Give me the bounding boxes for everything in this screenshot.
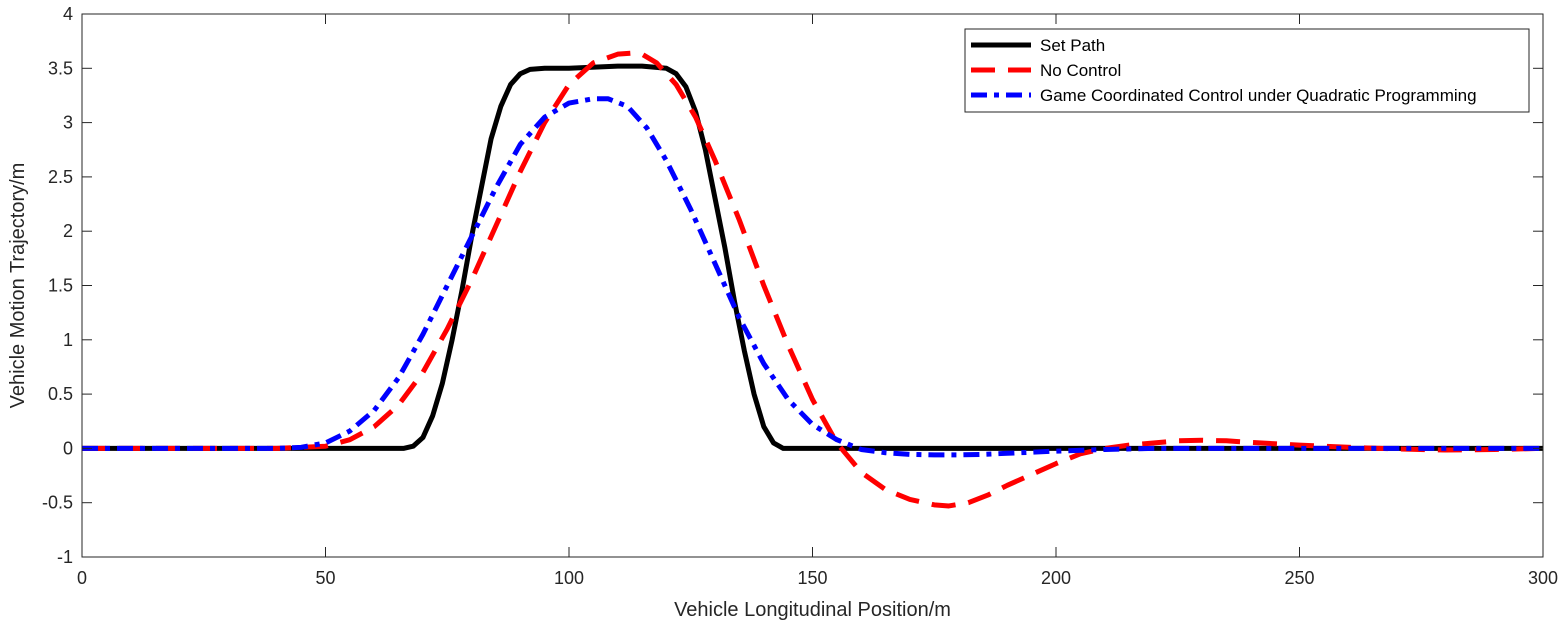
y-tick-label: 0	[63, 438, 73, 458]
y-tick-label: 0.5	[48, 384, 73, 404]
y-tick-label: 2.5	[48, 167, 73, 187]
y-tick-label: 4	[63, 4, 73, 24]
series-line-3	[82, 96, 1543, 458]
x-tick-label: 200	[1041, 568, 1071, 588]
y-tick-label: 1	[63, 330, 73, 350]
y-tick-label: 2	[63, 221, 73, 241]
x-tick-label: 50	[315, 568, 335, 588]
legend-box	[964, 28, 1530, 113]
y-tick-label: 3.5	[48, 58, 73, 78]
series-layer	[82, 50, 1544, 509]
legend-label-3: Game Coordinated Control under Quadratic…	[1040, 86, 1477, 105]
x-tick-label: 0	[77, 568, 87, 588]
legend-label-2: No Control	[1040, 61, 1121, 80]
series-line-2	[82, 50, 1544, 509]
y-tick-label: -1	[57, 547, 73, 567]
x-tick-label: 100	[554, 568, 584, 588]
y-tick-label: 1.5	[48, 276, 73, 296]
ticks-layer: 0 50 100 150 200 250 300 -1 -0.5 0 0.5 1 1.5 2 2.5 3 3.5…	[42, 4, 1558, 588]
x-tick-label: 150	[797, 568, 827, 588]
y-tick-label: -0.5	[42, 493, 73, 513]
legend: Set Path No Control Game Coordinated Contr…	[964, 28, 1530, 113]
legend-items: Set Path No Control Game Coordinated Contr…	[971, 36, 1477, 105]
y-axis-title: Vehicle Motion Trajectory/m	[7, 163, 29, 409]
y-tick-label: 3	[63, 113, 73, 133]
x-axis-title: Vehicle Longitudinal Position/m	[674, 599, 951, 621]
legend-label-1: Set Path	[1040, 36, 1105, 55]
x-tick-label: 250	[1284, 568, 1314, 588]
x-tick-label: 300	[1528, 568, 1558, 588]
series-line-1	[82, 63, 1543, 451]
